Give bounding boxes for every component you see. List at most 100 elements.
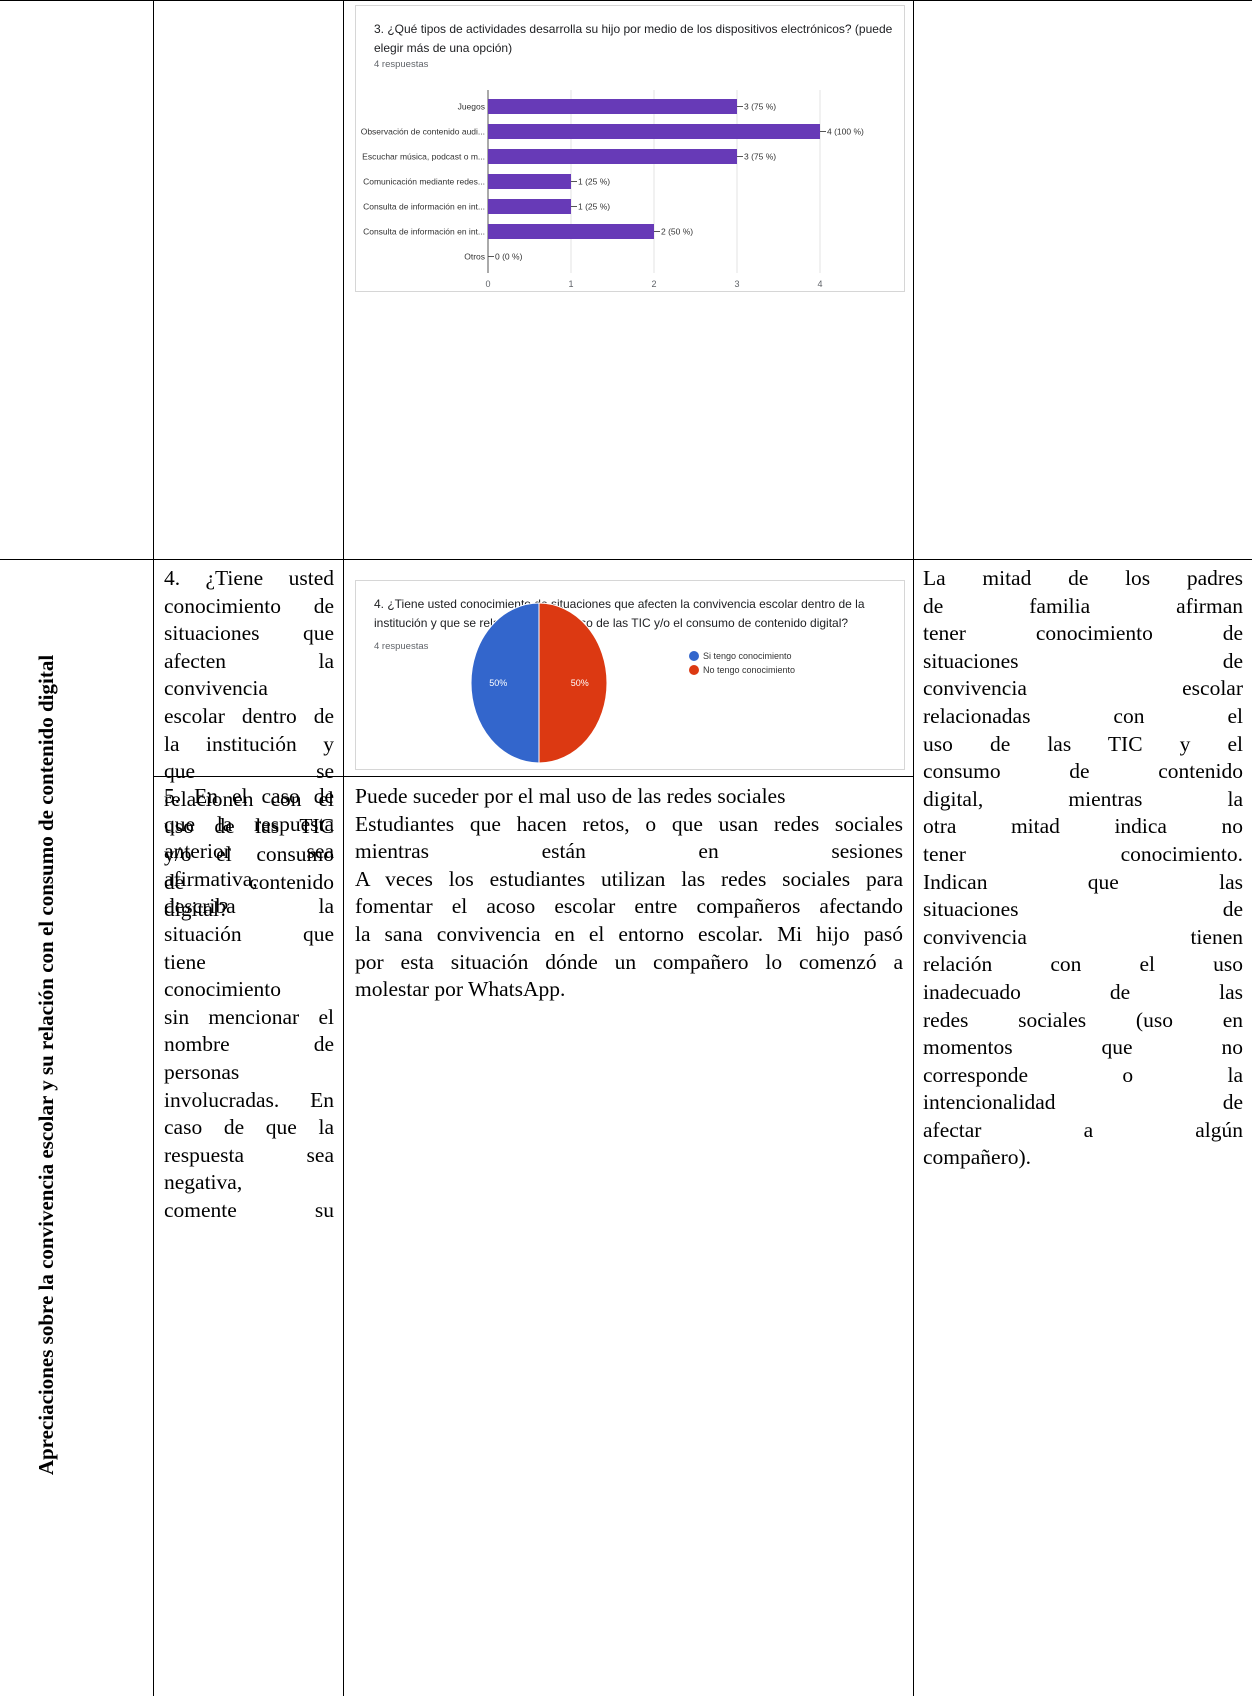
category-label: Comunicación mediante redes... <box>363 177 485 187</box>
text-line: 4. ¿Tiene usted <box>164 566 334 590</box>
value-label: 1 (25 %) <box>578 202 610 212</box>
text-line: Estudiantes que hacen retos, o que usan … <box>355 811 903 836</box>
table-top-border <box>0 0 1252 1</box>
text-line: redes sociales (uso en <box>923 1007 1243 1032</box>
text-line: situaciones que <box>164 621 334 646</box>
chart2-responses: 4 respuestas <box>374 641 429 652</box>
text-line: la institución y <box>164 731 334 756</box>
text-line: A veces los estudiantes utilizan las red… <box>355 866 903 891</box>
table-col-border-2 <box>343 0 344 1696</box>
category-label: Consulta de información en int... <box>363 202 485 212</box>
text-line: situación que <box>164 921 334 946</box>
text-line: sin mencionar el <box>164 1004 334 1029</box>
text-line: momentos que no <box>923 1035 1243 1060</box>
category-label: Juegos <box>458 102 485 112</box>
text-line: de familia afirman <box>923 593 1243 618</box>
bar <box>488 199 571 214</box>
text-line: Indican que las <box>923 869 1243 894</box>
text-line: fomentar el acoso escolar entre compañer… <box>355 894 903 919</box>
value-label: 0 (0 %) <box>495 252 523 262</box>
table-row-border-1 <box>0 559 1252 560</box>
text-line: intencionalidad de <box>923 1090 1243 1115</box>
slice-label: 50% <box>571 678 589 688</box>
chart1-responses: 4 respuestas <box>374 59 429 70</box>
text-line: y/o el consumo <box>164 841 334 866</box>
text-line: Puede suceder por el mal uso de las rede… <box>355 784 786 808</box>
bar <box>488 224 654 239</box>
pie-chart-card: 4. ¿Tiene usted conocimiento de situacio… <box>355 580 905 770</box>
legend-swatch <box>689 651 699 661</box>
text-line: involucradas. En <box>164 1087 334 1112</box>
value-label: 2 (50 %) <box>661 227 693 237</box>
pie-chart: 50% 50% Si tengo conocimiento No tengo cono… <box>470 602 795 764</box>
bar <box>488 99 737 114</box>
category-label: Otros <box>464 252 485 262</box>
bar <box>488 174 571 189</box>
legend-label: No tengo conocimiento <box>703 665 795 675</box>
text-line: La mitad de los padres <box>923 566 1243 590</box>
text-line: uso de las TIC y el <box>923 731 1243 756</box>
text-line: inadecuado de las <box>923 979 1243 1004</box>
legend-swatch <box>689 665 699 675</box>
text-line: relacionen con el <box>164 786 334 811</box>
text-line: digital, mientras la <box>923 786 1243 811</box>
value-label: 1 (25 %) <box>578 177 610 187</box>
pie-slice <box>538 602 608 764</box>
text-line: describa la <box>164 894 334 919</box>
text-line: convivencia tienen <box>923 924 1243 949</box>
text-line: otra mitad indica no <box>923 814 1243 839</box>
value-label: 3 (75 %) <box>744 102 776 112</box>
text-line: compañero). <box>923 1145 1032 1170</box>
text-line: de contenido <box>164 869 334 894</box>
text-line: que la respuesta <box>164 811 334 836</box>
x-tick-label: 3 <box>734 279 739 289</box>
text-line: respuesta sea <box>164 1142 334 1167</box>
pie-slice <box>470 602 540 764</box>
analysis-text: La mitad de los padres de familia afirma… <box>923 565 1243 1172</box>
text-line: por esta situación dónde un compañero lo… <box>355 949 903 974</box>
text-line: negativa, <box>164 1170 243 1195</box>
text-line: situaciones de <box>923 648 1243 673</box>
text-line: mientras están en sesiones <box>355 839 903 864</box>
text-line: afectar a algún <box>923 1117 1243 1142</box>
text-line: corresponde o la <box>923 1062 1243 1087</box>
text-line: la sana convivencia en el entorno escola… <box>355 921 903 946</box>
slice-label: 50% <box>489 678 507 688</box>
chart1-title-line: 3. ¿Qué tipos de actividades desarrolla … <box>374 22 893 36</box>
bar-chart-card: 3. ¿Qué tipos de actividades desarrolla … <box>355 5 905 292</box>
text-line: molestar por WhatsApp. <box>355 977 566 1002</box>
text-line: relacionadas con el <box>923 703 1243 728</box>
text-line: afirmativa, <box>164 866 258 891</box>
text-line: tiene <box>164 949 206 974</box>
text-line: 5. En el caso de <box>164 784 334 808</box>
text-line: conocimiento <box>164 977 282 1002</box>
text-line: que se <box>164 759 334 784</box>
text-line: nombre de <box>164 1032 334 1057</box>
text-line: tener conocimiento. <box>923 841 1243 866</box>
value-label: 4 (100 %) <box>827 127 864 137</box>
chart2-title-line: 4. ¿Tiene usted conocimiento de situacio… <box>374 597 865 611</box>
text-line: convivencia escolar <box>923 676 1243 701</box>
text-line: tener conocimiento de <box>923 621 1243 646</box>
text-line: personas <box>164 1059 240 1084</box>
table-col-border-3 <box>913 0 914 1696</box>
text-line: conocimiento de <box>164 593 334 618</box>
category-label: Observación de contenido audi... <box>361 127 485 137</box>
legend-label: Si tengo conocimiento <box>703 651 792 661</box>
x-tick-label: 2 <box>651 279 656 289</box>
text-line: caso de que la <box>164 1115 334 1140</box>
answer-5-text: Puede suceder por el mal uso de las rede… <box>355 783 903 1004</box>
table-row-border-2 <box>153 776 914 777</box>
text-line: consumo de contenido <box>923 759 1243 784</box>
text-line: comente su <box>164 1197 334 1222</box>
bar <box>488 124 820 139</box>
chart1-title: 3. ¿Qué tipos de actividades desarrolla … <box>374 20 904 58</box>
text-line: anterior sea <box>164 839 334 864</box>
bar <box>488 149 737 164</box>
text-line: situaciones de <box>923 897 1243 922</box>
category-label: Escuchar música, podcast o m... <box>362 152 485 162</box>
text-line: uso de las TIC <box>164 814 334 839</box>
bar-chart: 0 1 2 3 4 Juegos 3 (75 %) Observación de conten… <box>361 90 864 289</box>
value-label: 3 (75 %) <box>744 152 776 162</box>
chart1-title-line: elegir más de una opción) <box>374 41 513 55</box>
